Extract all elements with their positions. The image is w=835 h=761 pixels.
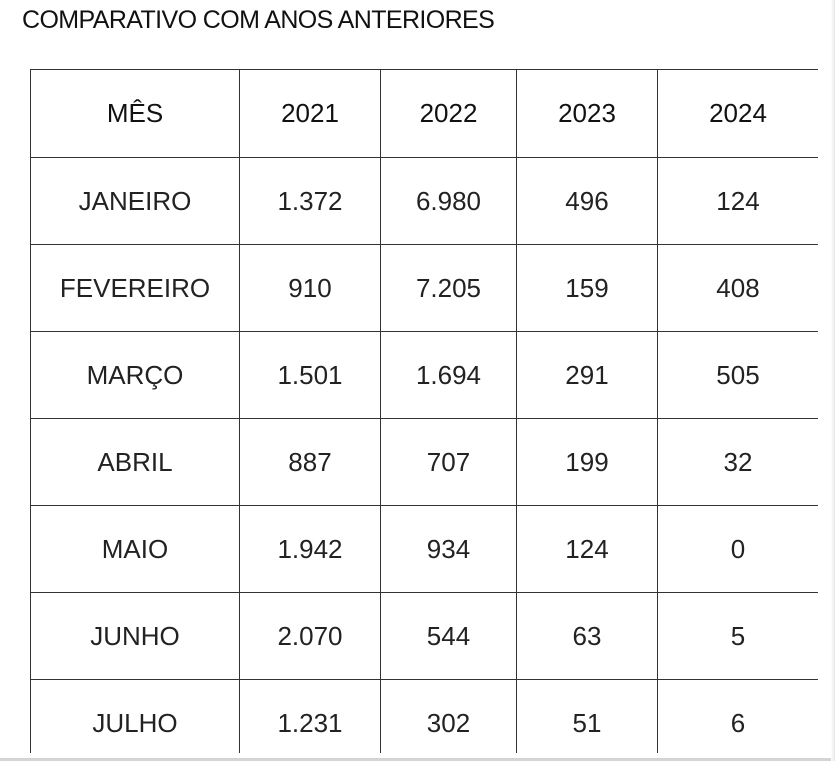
comparison-table-container: MÊS 2021 2022 2023 2024 JANEIRO 1.372 6.… — [30, 69, 818, 753]
value-cell-2022: 302 — [380, 679, 517, 753]
value-cell-2024: 6 — [657, 679, 818, 753]
value-cell-2022: 934 — [380, 505, 517, 593]
header-2022: 2022 — [380, 69, 517, 158]
value-cell-2023: 63 — [516, 592, 658, 680]
month-cell: JANEIRO — [30, 157, 240, 245]
value-cell-2023: 159 — [516, 244, 658, 332]
value-cell-2021: 1.501 — [239, 331, 381, 419]
month-cell: MARÇO — [30, 331, 240, 419]
value-cell-2021: 1.942 — [239, 505, 381, 593]
month-cell: JULHO — [30, 679, 240, 753]
table-row: JUNHO 2.070 544 63 5 — [30, 592, 818, 680]
value-cell-2022: 707 — [380, 418, 517, 506]
page-edge-shadow — [831, 0, 835, 761]
value-cell-2021: 1.231 — [239, 679, 381, 753]
value-cell-2021: 1.372 — [239, 157, 381, 245]
value-cell-2022: 544 — [380, 592, 517, 680]
page-title: COMPARATIVO COM ANOS ANTERIORES — [22, 6, 495, 34]
value-cell-2023: 51 — [516, 679, 658, 753]
value-cell-2024: 505 — [657, 331, 818, 419]
table-row: FEVEREIRO 910 7.205 159 408 — [30, 244, 818, 332]
value-cell-2024: 32 — [657, 418, 818, 506]
value-cell-2024: 408 — [657, 244, 818, 332]
month-cell: ABRIL — [30, 418, 240, 506]
table-row: MAIO 1.942 934 124 0 — [30, 505, 818, 593]
month-cell: JUNHO — [30, 592, 240, 680]
header-2021: 2021 — [239, 69, 381, 158]
month-cell: MAIO — [30, 505, 240, 593]
value-cell-2023: 124 — [516, 505, 658, 593]
table-row: MARÇO 1.501 1.694 291 505 — [30, 331, 818, 419]
value-cell-2021: 887 — [239, 418, 381, 506]
value-cell-2023: 199 — [516, 418, 658, 506]
value-cell-2024: 0 — [657, 505, 818, 593]
value-cell-2024: 5 — [657, 592, 818, 680]
value-cell-2022: 6.980 — [380, 157, 517, 245]
value-cell-2024: 124 — [657, 157, 818, 245]
value-cell-2021: 2.070 — [239, 592, 381, 680]
header-2023: 2023 — [516, 69, 658, 158]
table-row: JULHO 1.231 302 51 6 — [30, 679, 818, 753]
value-cell-2021: 910 — [239, 244, 381, 332]
header-month: MÊS — [30, 69, 240, 158]
page-bottom-divider — [0, 758, 835, 761]
value-cell-2023: 496 — [516, 157, 658, 245]
value-cell-2023: 291 — [516, 331, 658, 419]
comparison-table: MÊS 2021 2022 2023 2024 JANEIRO 1.372 6.… — [30, 69, 818, 753]
value-cell-2022: 1.694 — [380, 331, 517, 419]
table-header-row: MÊS 2021 2022 2023 2024 — [30, 69, 818, 158]
month-cell: FEVEREIRO — [30, 244, 240, 332]
table-row: JANEIRO 1.372 6.980 496 124 — [30, 157, 818, 245]
value-cell-2022: 7.205 — [380, 244, 517, 332]
header-2024: 2024 — [657, 69, 818, 158]
table-row: ABRIL 887 707 199 32 — [30, 418, 818, 506]
